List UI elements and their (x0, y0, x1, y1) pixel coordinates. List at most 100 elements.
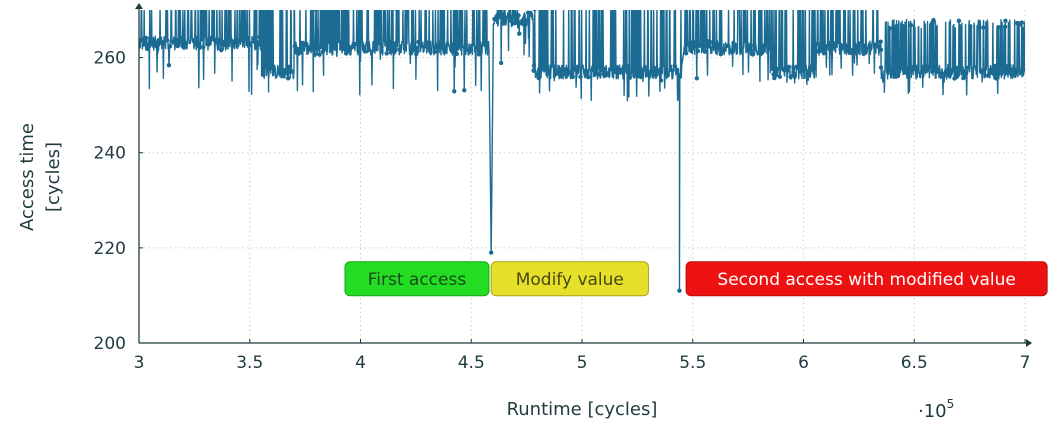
annotation-label: Modify value (516, 270, 624, 290)
data-point (614, 65, 620, 70)
data-point (561, 3, 565, 7)
data-point (862, 49, 867, 55)
data-point (313, 10, 318, 12)
data-point (1019, 20, 1024, 25)
annotation: Second access with modified value (685, 261, 1048, 297)
data-point (956, 18, 962, 24)
data-point (347, 47, 352, 53)
data-point (454, 51, 460, 57)
data-point (498, 60, 504, 66)
data-point (220, 39, 225, 45)
data-point (732, 42, 738, 47)
data-point (164, 38, 170, 43)
data-point (455, 2, 459, 6)
data-point (294, 46, 300, 51)
data-point (379, 49, 384, 54)
data-point (432, 45, 438, 50)
data-point (961, 75, 966, 81)
data-point (385, 0, 389, 3)
data-point (1007, 63, 1012, 68)
data-point (594, 2, 598, 6)
annotation-box (344, 261, 490, 297)
data-point (332, 46, 338, 51)
data-point (283, 70, 288, 76)
data-point (1020, 63, 1025, 68)
data-point (309, 40, 314, 45)
data-point (528, 10, 533, 16)
data-point (578, 74, 583, 79)
data-point (536, 75, 542, 81)
data-point (903, 65, 909, 70)
data-point (144, 46, 150, 52)
x-tick-label: 5 (577, 353, 588, 373)
data-point (1002, 24, 1008, 29)
data-point (462, 88, 467, 93)
data-point (944, 68, 949, 73)
data-point (672, 63, 677, 69)
annotation-label: Second access with modified value (717, 270, 1015, 290)
data-point (406, 1, 410, 5)
data-point (605, 71, 611, 76)
data-point (707, 39, 713, 45)
data-point (968, 24, 973, 29)
data-point (394, 10, 399, 12)
data-point (307, 47, 313, 52)
data-point (611, 10, 614, 11)
data-point (512, 21, 517, 26)
x-tick-label: 6.5 (901, 353, 928, 373)
data-point (285, 76, 291, 81)
data-point (210, 2, 214, 6)
data-point (794, 64, 799, 70)
data-point (357, 47, 362, 53)
data-point (996, 25, 1001, 30)
data-point (167, 44, 173, 49)
data-point (694, 76, 700, 81)
data-point (645, 71, 650, 76)
x-tick-label: 3.5 (236, 353, 263, 373)
data-point (638, 74, 644, 80)
data-point (219, 47, 224, 53)
data-point (821, 47, 826, 53)
data-point (166, 62, 172, 68)
data-point (294, 50, 299, 55)
y-tick-label: 240 (94, 144, 126, 164)
data-point (388, 39, 393, 44)
data-point (993, 63, 998, 69)
data-point (878, 47, 884, 53)
x-axis-multiplier-exponent: 5 (947, 397, 955, 411)
x-tick-label: 3 (134, 353, 145, 373)
data-point (853, 5, 857, 9)
x-axis-multiplier: ·105 (918, 397, 954, 421)
data-point (989, 67, 994, 72)
data-point (557, 67, 563, 72)
data-point (903, 70, 908, 75)
data-point (432, 49, 437, 55)
data-point (751, 43, 757, 48)
data-point (786, 64, 792, 70)
data-point (1003, 18, 1008, 24)
data-point (412, 45, 418, 50)
y-axis-arrow (135, 3, 143, 9)
data-point (181, 44, 186, 50)
data-point (391, 41, 396, 47)
data-point (966, 65, 971, 70)
data-point (304, 42, 309, 48)
data-point (416, 39, 421, 45)
data-point (758, 51, 763, 57)
data-point (786, 68, 791, 73)
data-point (777, 74, 783, 79)
data-point (312, 52, 317, 57)
data-point (674, 68, 680, 73)
data-point (158, 40, 163, 46)
data-point (762, 43, 767, 48)
data-point (545, 0, 549, 4)
data-point (646, 1, 650, 5)
data-point (343, 51, 349, 56)
data-point (908, 22, 914, 28)
x-tick-label: 4.5 (458, 353, 485, 373)
data-point (257, 34, 262, 40)
data-point (327, 0, 331, 4)
data-point (179, 35, 184, 41)
data-point (517, 31, 522, 36)
